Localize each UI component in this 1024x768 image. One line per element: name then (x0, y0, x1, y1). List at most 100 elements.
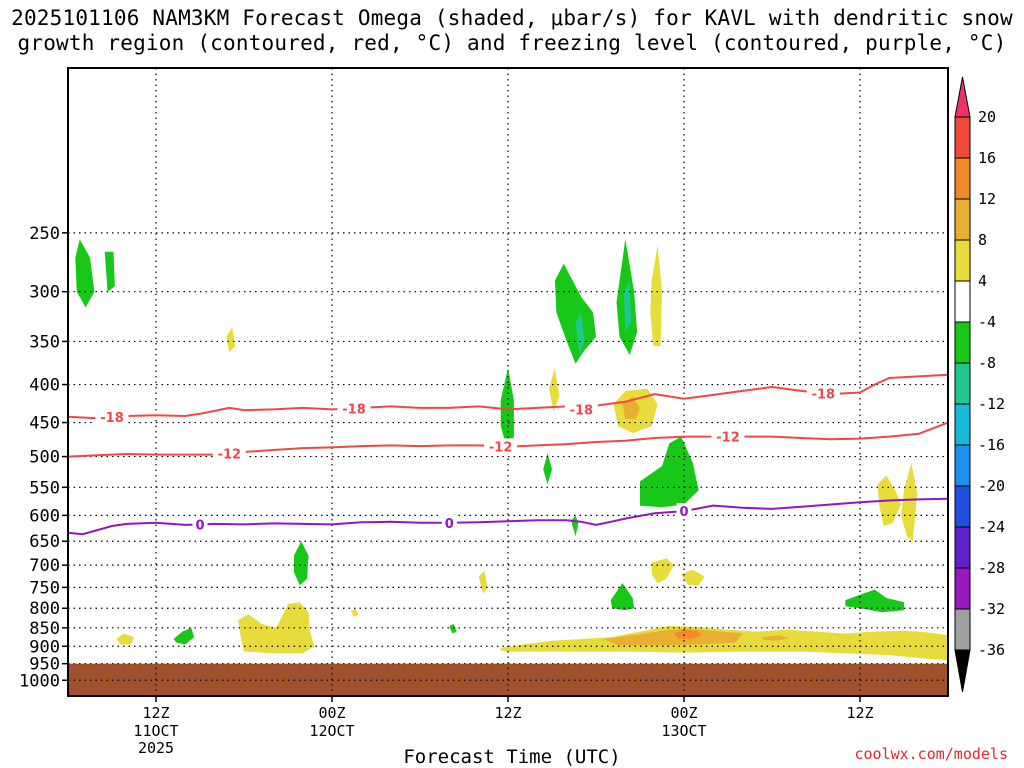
colorbar-segment-2 (954, 198, 971, 241)
x-tick-date-0: 11OCT (133, 722, 178, 740)
colorbar-label-6: -8 (978, 354, 996, 372)
omega-region-19 (651, 558, 674, 584)
chart-title-line2: growth region (contoured, red, °C) and f… (17, 31, 1007, 55)
colorbar-segment-3 (954, 239, 971, 282)
y-tick-label-250: 250 (29, 224, 60, 244)
x-tick-label-1: 00Z (318, 704, 345, 722)
omega-region-5 (554, 263, 596, 364)
y-tick-label-600: 600 (29, 506, 60, 526)
omega-region-31 (761, 635, 790, 641)
contour-layer: -18 -18 -18 -18 -12 -12 -12 0 0 0 (67, 373, 949, 536)
x-tick-label-3: 00Z (670, 704, 697, 722)
contour-label-bg-freezing-2 (676, 503, 692, 520)
y-tick-label-850: 850 (29, 619, 60, 639)
omega-region-17 (293, 541, 309, 586)
y-tick-label-350: 350 (29, 332, 60, 352)
colorbar-segment-6 (954, 362, 971, 405)
contour-label-bg-freezing-0 (192, 516, 208, 533)
x-axis-title: Forecast Time (UTC) (403, 746, 621, 768)
contour-label-bg-minus18-1 (337, 400, 371, 417)
contour-label-minus18-0: -18 (100, 411, 124, 426)
omega-region-25 (238, 602, 315, 654)
colorbar-label-3: 8 (978, 231, 987, 249)
y-tick-label-800: 800 (29, 599, 60, 619)
omega-region-0 (75, 239, 95, 308)
contour-label-freezing-1: 0 (445, 517, 454, 532)
colorbar-label-11: -28 (978, 559, 1005, 577)
omega-region-8 (623, 280, 632, 333)
colorbar-label-5: -4 (978, 313, 996, 331)
colorbar-label-7: -12 (978, 395, 1005, 413)
grid-layer (68, 68, 948, 696)
colorbar-segment-0 (954, 116, 971, 159)
y-axis: 2503003504004505005506006507007508008509… (19, 224, 68, 691)
contour-line-freezing (67, 497, 949, 536)
omega-region-21 (610, 583, 635, 611)
x-tick-label-0: 12Z (142, 704, 169, 722)
contour-label-minus12-1: -12 (489, 440, 513, 455)
x-tick-label-2: 12Z (494, 704, 521, 722)
colorbar-label-10: -24 (978, 518, 1005, 536)
colorbar-segment-5 (954, 321, 971, 364)
chart-title-line1: 2025101106 NAM3KM Forecast Omega (shaded… (11, 6, 1013, 30)
omega-region-9 (650, 245, 662, 346)
colorbar-label-9: -20 (978, 477, 1005, 495)
y-tick-label-1000: 1000 (19, 671, 60, 691)
y-tick-label-400: 400 (29, 376, 60, 396)
x-tick-label-4: 12Z (846, 704, 873, 722)
colorbar-label-13: -36 (978, 641, 1005, 659)
omega-region-16 (901, 462, 918, 542)
y-tick-label-550: 550 (29, 478, 60, 498)
y-tick-label-650: 650 (29, 532, 60, 552)
credit-link[interactable]: coolwx.com/models (854, 745, 1008, 763)
contour-label-minus18-1: -18 (342, 402, 366, 417)
contour-label-minus18-2: -18 (570, 403, 594, 418)
omega-region-2 (226, 327, 236, 353)
colorbar: 20 16 12 8 4 -4 -8 -12 -16 -20 -24 -28 -32 -36 (954, 76, 1005, 693)
contour-label-bg-minus12-0 (212, 445, 246, 462)
contour-label-bg-freezing-1 (441, 514, 457, 531)
omega-region-29 (603, 628, 743, 646)
y-tick-label-750: 750 (29, 578, 60, 598)
contour-label-bg-minus18-3 (806, 385, 840, 402)
omega-region-30 (673, 629, 702, 639)
contour-label-bg-minus18-0 (95, 409, 129, 426)
colorbar-bottom-arrow (954, 649, 971, 693)
colorbar-segment-7 (954, 403, 971, 446)
y-tick-label-500: 500 (29, 448, 60, 468)
x-tick-year-0: 2025 (138, 739, 174, 757)
colorbar-segment-9 (954, 485, 971, 528)
colorbar-label-8: -16 (978, 436, 1005, 454)
omega-region-27 (449, 624, 457, 634)
omega-region-24 (173, 627, 195, 645)
contour-label-minus12-2: -12 (716, 431, 740, 446)
y-tick-label-900: 900 (29, 637, 60, 657)
omega-region-26 (351, 608, 359, 617)
colorbar-segment-4 (954, 280, 971, 323)
omega-region-4 (549, 368, 560, 412)
contour-label-minus18-3: -18 (812, 387, 836, 402)
y-tick-label-700: 700 (29, 556, 60, 576)
colorbar-segment-11 (954, 567, 971, 610)
colorbar-segment-12 (954, 608, 971, 651)
colorbar-segment-1 (954, 157, 971, 200)
y-tick-label-300: 300 (29, 283, 60, 303)
contour-label-bg-minus12-2 (711, 428, 745, 445)
contour-label-bg-minus12-1 (484, 438, 518, 455)
colorbar-segment-8 (954, 444, 971, 487)
omega-region-3 (500, 368, 514, 447)
omega-region-12 (543, 453, 552, 485)
colorbar-label-1: 16 (978, 149, 996, 167)
omega-region-22 (845, 589, 904, 613)
colorbar-label-4: 4 (978, 272, 987, 290)
x-tick-date-3: 13OCT (661, 722, 706, 740)
omega-region-20 (681, 569, 705, 586)
colorbar-segment-10 (954, 526, 971, 569)
colorbar-top-arrow (954, 76, 971, 118)
omega-region-23 (116, 633, 134, 645)
x-tick-date-1: 12OCT (309, 722, 354, 740)
omega-region-1 (104, 251, 115, 292)
contour-label-minus12-0: -12 (218, 447, 242, 462)
